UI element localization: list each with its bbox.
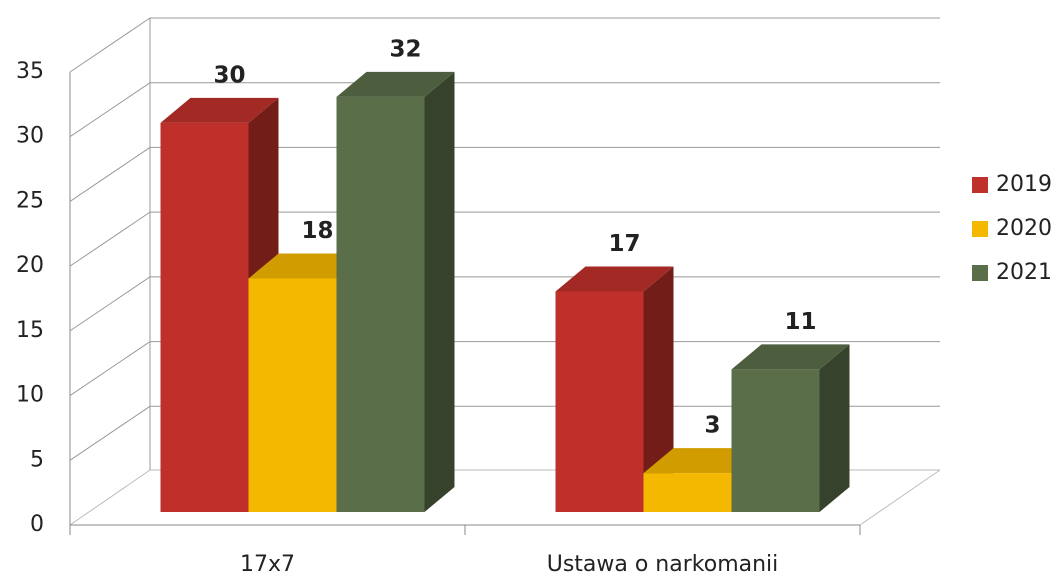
y-tick-label: 35 — [16, 59, 44, 84]
legend-swatch — [972, 221, 988, 237]
legend-label: 2021 — [996, 260, 1052, 285]
floor-edge — [859, 469, 941, 526]
y-tick-label: 5 — [30, 447, 44, 472]
bar-top — [555, 266, 674, 292]
grid-line — [69, 341, 940, 396]
bar-front — [731, 369, 820, 512]
y-tick-label: 20 — [16, 253, 44, 278]
bar-front — [160, 122, 249, 512]
bar-front — [555, 291, 644, 512]
side-wall-edge — [69, 17, 151, 73]
legend-swatch — [972, 265, 988, 281]
bar — [336, 71, 455, 513]
value-label: 32 — [389, 36, 421, 62]
legend-label: 2019 — [996, 172, 1052, 197]
bar — [555, 266, 674, 512]
value-label: 30 — [213, 62, 245, 88]
bar-side — [643, 266, 674, 512]
bar-side — [424, 71, 455, 513]
y-tick-label: 0 — [30, 512, 44, 537]
bar-top — [160, 97, 279, 123]
bar-top — [731, 344, 850, 370]
y-tick-label: 10 — [16, 383, 44, 408]
x-tick-label: 17x7 — [240, 552, 295, 577]
grid-line — [69, 146, 940, 202]
grid-line — [69, 82, 940, 138]
bar — [731, 344, 850, 512]
bar-front — [643, 473, 732, 512]
y-tick-label: 30 — [16, 124, 44, 149]
bar-front — [248, 278, 337, 512]
grid-line — [69, 211, 940, 267]
grid-line — [69, 276, 940, 332]
y-tick-label: 25 — [16, 188, 44, 213]
value-label: 11 — [784, 309, 816, 335]
bar-front — [336, 96, 425, 513]
bar-top — [336, 71, 455, 97]
x-tick-label: Ustawa o narkomanii — [547, 552, 779, 577]
bar-side — [819, 344, 850, 512]
legend-label: 2020 — [996, 216, 1052, 241]
grid-line — [69, 405, 940, 461]
value-label: 3 — [704, 413, 720, 439]
value-label: 18 — [301, 218, 333, 244]
legend-swatch — [972, 177, 988, 193]
value-label: 17 — [608, 231, 640, 257]
y-tick-label: 15 — [16, 318, 44, 343]
